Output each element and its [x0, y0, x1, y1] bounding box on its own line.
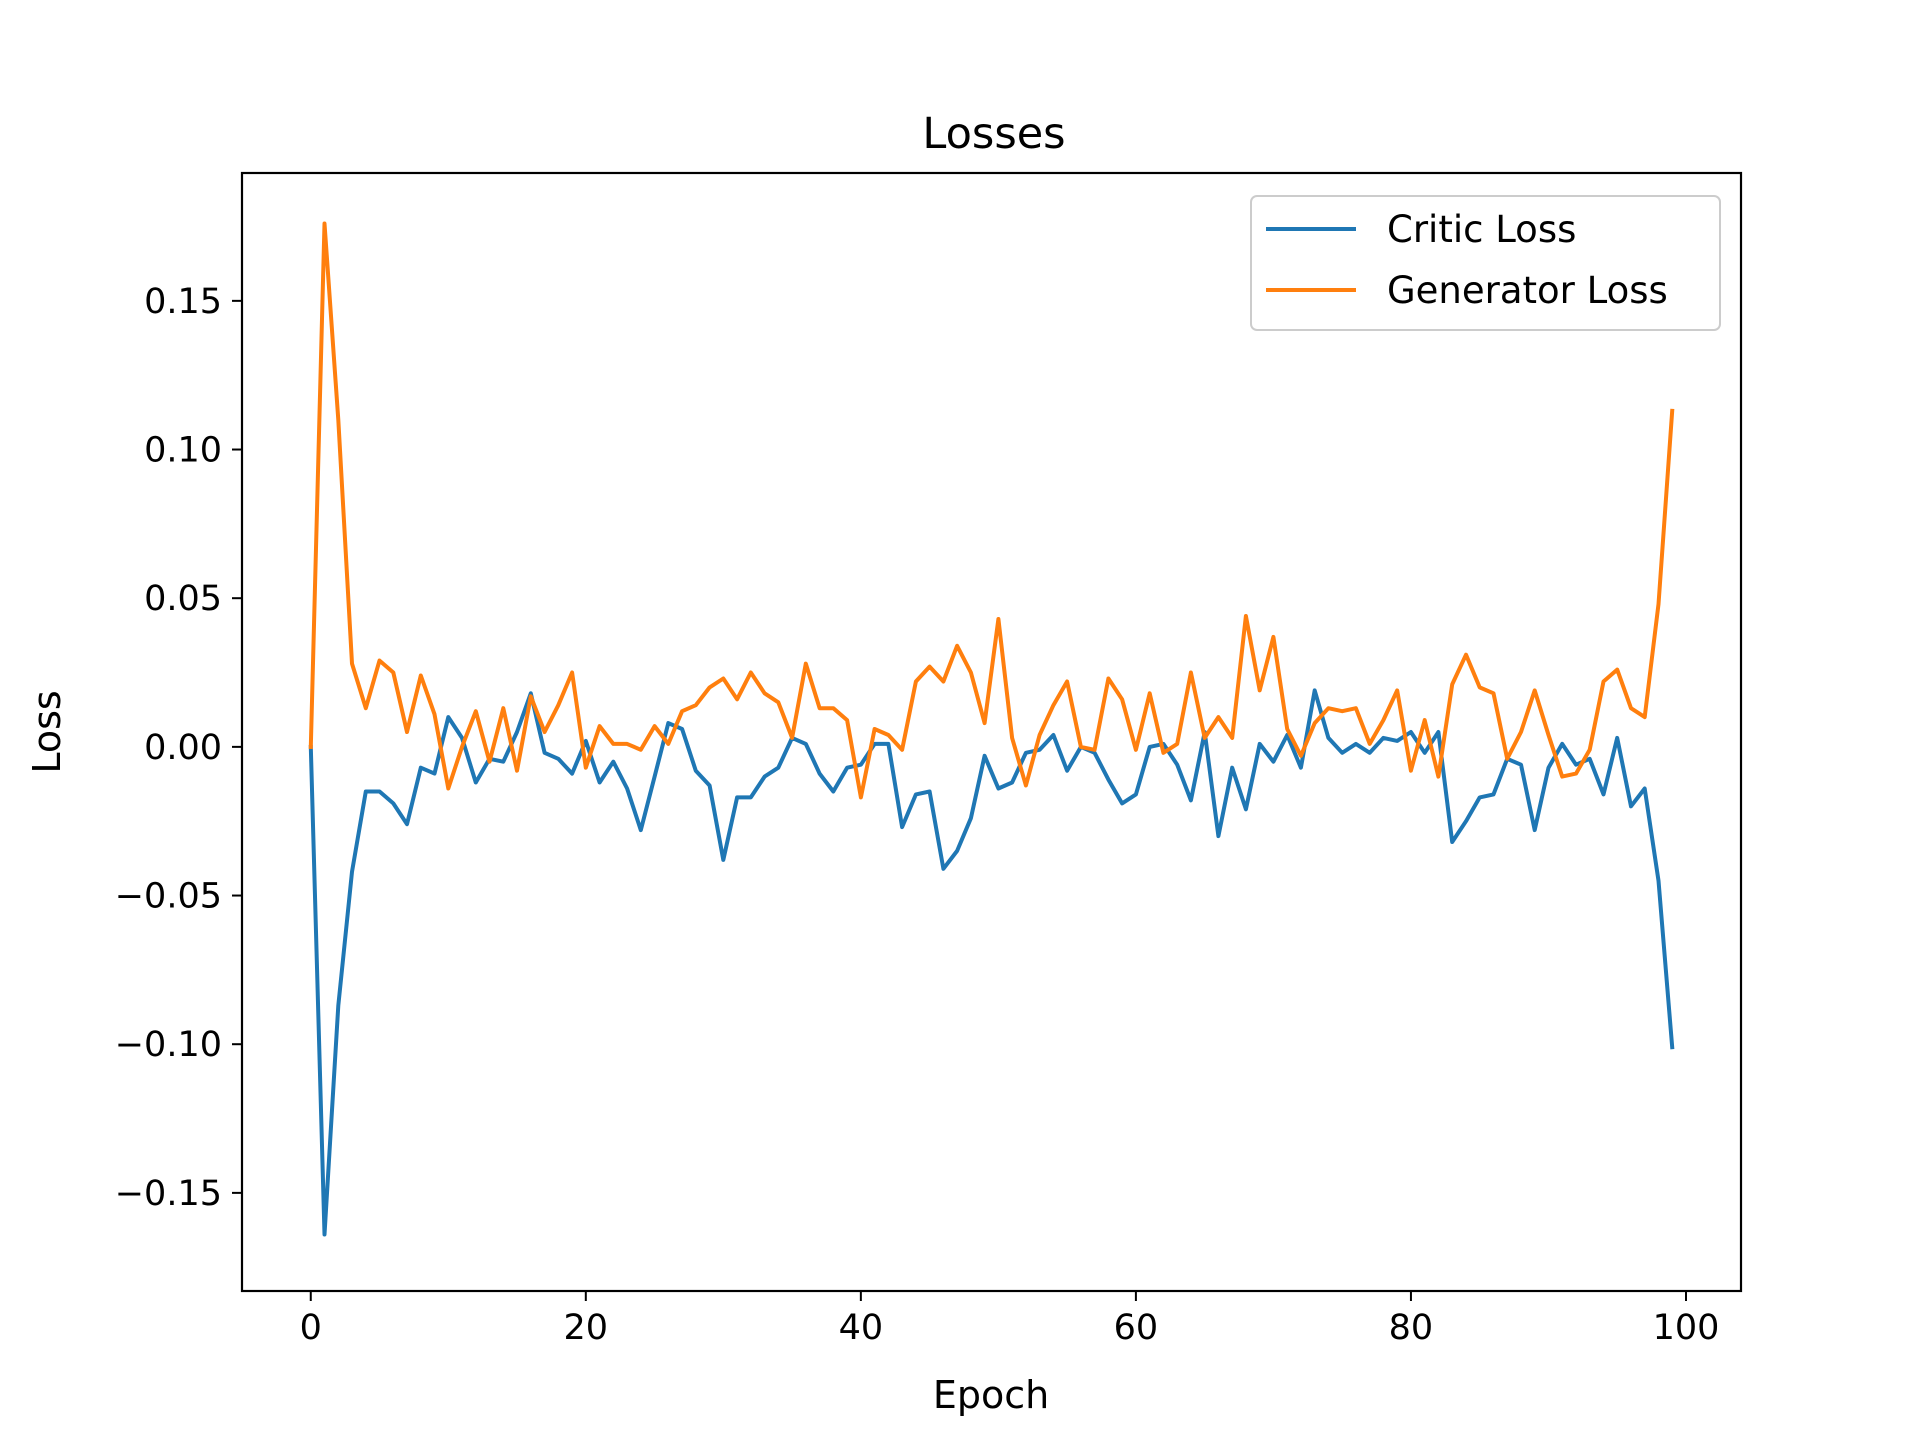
y-axis: −0.15 −0.10 −0.05 0.00 0.05 0.10 0.15: [115, 282, 242, 1214]
series-line-generator-loss: [308, 221, 1675, 800]
legend-label-critic-loss: Critic Loss: [1387, 208, 1576, 251]
y-tick-label: −0.10: [115, 1025, 222, 1065]
x-tick-label: 20: [564, 1308, 609, 1348]
y-tick-label: −0.05: [115, 877, 222, 917]
legend-label-generator-loss: Generator Loss: [1387, 269, 1668, 312]
legend-box: [1250, 195, 1721, 331]
x-tick-label: 0: [300, 1308, 322, 1348]
legend: Critic Loss Generator Loss: [1250, 195, 1721, 331]
y-tick-label: 0.00: [144, 728, 222, 768]
chart-title: Losses: [922, 109, 1065, 159]
x-tick-label: 100: [1653, 1308, 1720, 1348]
x-axis-title: Epoch: [933, 1373, 1049, 1417]
plot-area: [240, 171, 1743, 1293]
y-tick-label: −0.15: [115, 1174, 222, 1214]
x-axis: 0 20 40 60 80 100: [300, 1291, 1720, 1348]
x-tick-label: 80: [1389, 1308, 1434, 1348]
axes-frame: [240, 171, 1743, 1293]
y-tick-label: 0.10: [144, 431, 222, 471]
series-layer: [308, 221, 1675, 1237]
y-tick-label: 0.15: [144, 282, 222, 322]
y-axis-title: Loss: [25, 690, 69, 773]
x-tick-label: 60: [1114, 1308, 1159, 1348]
y-tick-label: 0.05: [144, 579, 222, 619]
x-tick-label: 40: [839, 1308, 884, 1348]
series-line-critic-loss: [308, 688, 1675, 1237]
